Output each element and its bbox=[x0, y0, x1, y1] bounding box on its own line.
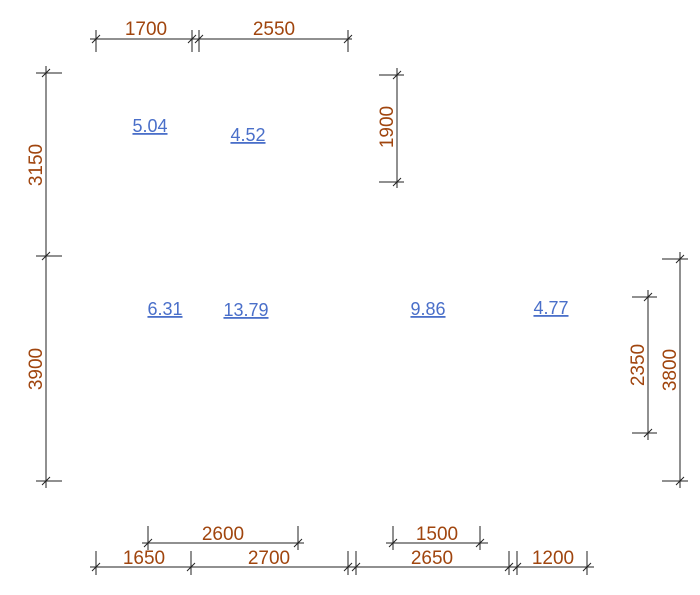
dim-left-1: 3150 bbox=[26, 144, 47, 186]
right-outer-dimension: 3800 bbox=[660, 252, 688, 488]
dim-top-2: 2550 bbox=[253, 19, 295, 40]
room-area-link[interactable]: 6.31 bbox=[147, 299, 182, 319]
room-area-link[interactable]: 4.77 bbox=[533, 298, 568, 318]
dim-right-outer: 3800 bbox=[660, 349, 681, 391]
room-area-link[interactable]: 4.52 bbox=[230, 125, 265, 145]
room-area-link[interactable]: 9.86 bbox=[410, 299, 445, 319]
bottom-upper-dimension-1500: 1500 bbox=[386, 524, 488, 550]
dim-bottom-lower-2: 2700 bbox=[248, 548, 290, 569]
top-dimension-chain: 1700 2550 bbox=[90, 19, 353, 52]
dim-bottom-lower-1: 1650 bbox=[123, 548, 165, 569]
dim-bottom-lower-3: 2650 bbox=[411, 548, 453, 569]
dim-mid-vertical: 1900 bbox=[377, 106, 398, 148]
right-inner-dimension: 2350 bbox=[628, 290, 657, 440]
dim-left-2: 3900 bbox=[26, 348, 47, 390]
dim-right-inner: 2350 bbox=[628, 344, 649, 386]
dim-bottom-upper-2: 1500 bbox=[416, 524, 458, 545]
bottom-upper-dimension-2600: 2600 bbox=[142, 524, 304, 550]
dim-bottom-lower-4: 1200 bbox=[532, 548, 574, 569]
mid-vertical-dimension: 1900 bbox=[377, 68, 404, 188]
room-area-link[interactable]: 13.79 bbox=[223, 300, 268, 320]
room-area-labels: 5.04 4.52 6.31 13.79 9.86 4.77 bbox=[132, 116, 568, 320]
left-dimension-chain: 3150 3900 bbox=[26, 66, 62, 488]
bottom-lower-dimension-chain: 1650 2700 2650 1200 bbox=[90, 548, 594, 575]
dim-bottom-upper-1: 2600 bbox=[202, 524, 244, 545]
dim-top-1: 1700 bbox=[125, 19, 167, 40]
room-area-link[interactable]: 5.04 bbox=[132, 116, 167, 136]
